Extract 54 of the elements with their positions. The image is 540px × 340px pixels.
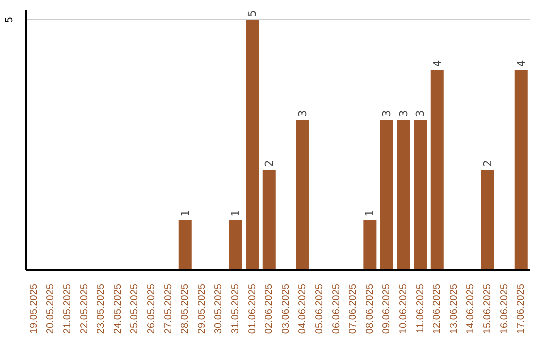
x-tick-label: 21.05.2025 — [62, 284, 74, 334]
bar — [380, 120, 394, 270]
x-tick-label: 09.06.2025 — [382, 284, 393, 334]
bar — [246, 20, 260, 270]
bar — [481, 170, 494, 270]
x-tick-label: 17.06.2025 — [516, 284, 528, 334]
data-label: 5 — [246, 10, 260, 17]
x-tick-label: 02.06.2025 — [264, 284, 276, 334]
x-tick-label: 08.06.2025 — [364, 284, 376, 334]
x-tick-label: 05.06.2025 — [314, 284, 326, 334]
x-tick-label: 15.06.2025 — [482, 284, 494, 334]
data-label: 1 — [364, 210, 377, 217]
data-label: 2 — [262, 160, 276, 167]
x-tick-label: 11.06.2025 — [415, 284, 426, 334]
data-label: 3 — [414, 110, 428, 117]
data-label: 2 — [481, 160, 494, 167]
data-label: 4 — [430, 60, 444, 67]
x-tick-label: 20.05.2025 — [46, 284, 57, 334]
bar — [178, 220, 192, 270]
x-tick-label: 13.06.2025 — [448, 284, 460, 334]
bar — [430, 70, 444, 270]
data-label: 1 — [178, 210, 192, 217]
bar — [397, 120, 410, 270]
bar — [514, 70, 528, 270]
data-label: 3 — [296, 110, 310, 117]
x-tick-label: 27.05.2025 — [163, 284, 174, 334]
x-tick-label: 30.05.2025 — [214, 284, 225, 334]
bar — [364, 220, 377, 270]
x-tick-label: 10.06.2025 — [398, 284, 410, 334]
x-tick-label: 12.06.2025 — [432, 284, 444, 334]
x-tick-label: 04.06.2025 — [298, 284, 309, 334]
data-label: 3 — [397, 110, 410, 117]
x-tick-label: 01.06.2025 — [247, 284, 258, 334]
bar — [296, 120, 310, 270]
x-tick-label: 23.05.2025 — [96, 284, 108, 334]
x-tick-label: 16.06.2025 — [499, 284, 510, 334]
x-tick-label: 24.05.2025 — [112, 284, 124, 334]
x-tick-label: 06.06.2025 — [331, 284, 342, 334]
bar — [229, 220, 242, 270]
x-tick-label: 31.05.2025 — [230, 284, 242, 334]
x-tick-label: 19.05.2025 — [28, 284, 40, 334]
bar — [262, 170, 276, 270]
data-label: 1 — [229, 210, 242, 217]
x-tick-label: 28.05.2025 — [180, 284, 192, 334]
data-label: 3 — [380, 110, 394, 117]
bar — [414, 120, 428, 270]
x-tick-label: 22.05.2025 — [79, 284, 90, 334]
x-tick-label: 26.05.2025 — [146, 284, 158, 334]
x-tick-label: 29.05.2025 — [196, 284, 208, 334]
x-tick-label: 07.06.2025 — [348, 284, 360, 334]
x-tick-label: 03.06.2025 — [280, 284, 292, 334]
x-tick-label: 14.06.2025 — [466, 284, 477, 334]
data-label: 4 — [514, 60, 528, 67]
x-tick-label: 25.05.2025 — [130, 284, 141, 334]
